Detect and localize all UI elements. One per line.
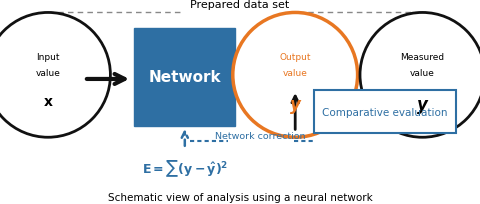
Text: Network: Network xyxy=(148,70,221,85)
Text: x: x xyxy=(44,95,52,109)
Ellipse shape xyxy=(0,13,110,137)
Text: $\mathbf{E=\sum(y-\hat{y})^{2}}$: $\mathbf{E=\sum(y-\hat{y})^{2}}$ xyxy=(142,158,228,178)
Text: value: value xyxy=(410,69,435,78)
Text: y: y xyxy=(290,95,300,113)
Text: Network correction: Network correction xyxy=(216,132,306,141)
Text: y: y xyxy=(417,95,428,113)
Text: value: value xyxy=(283,69,308,78)
FancyBboxPatch shape xyxy=(314,91,456,134)
Text: Measured: Measured xyxy=(400,53,444,62)
Text: Input: Input xyxy=(36,53,60,62)
Text: Schematic view of analysis using a neural network: Schematic view of analysis using a neura… xyxy=(108,192,372,202)
Ellipse shape xyxy=(360,13,480,137)
Text: value: value xyxy=(36,69,60,78)
Ellipse shape xyxy=(233,13,358,137)
Text: Comparative evaluation: Comparative evaluation xyxy=(323,107,448,117)
Text: Output: Output xyxy=(279,53,311,62)
Text: Prepared data set: Prepared data set xyxy=(191,0,289,10)
FancyBboxPatch shape xyxy=(134,29,235,126)
